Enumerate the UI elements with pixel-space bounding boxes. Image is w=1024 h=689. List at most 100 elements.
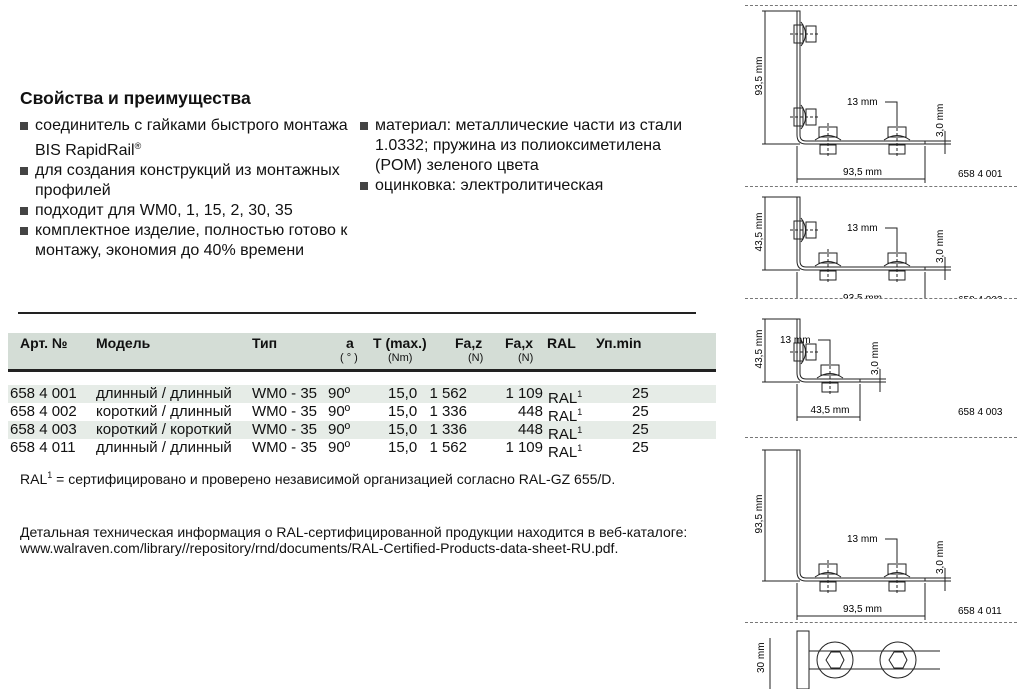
cell: 15,0	[388, 385, 418, 402]
angle-connector-drawing: 93,5 mm 93,5 mm 13 mm 3,0 mm 658 4 011	[754, 449, 1002, 620]
feature-item: материал: металлические части из стали 1…	[358, 116, 698, 176]
nut-top-view	[816, 641, 854, 679]
cell: 1 109	[505, 439, 543, 456]
divider	[18, 312, 696, 314]
footnote-mark: 1	[47, 470, 53, 480]
col-torque: T (max.)	[373, 335, 427, 351]
table-header: Арт. № Модель Тип a T (max.) Fa,z Fa,x R…	[8, 333, 716, 372]
cell: RAL1	[548, 425, 583, 443]
footnote-text: RAL1 = сертифицировано и проверено незав…	[20, 470, 616, 487]
col-model: Модель	[96, 335, 151, 351]
col-pack: Уп.min	[596, 335, 642, 351]
feature-item: оцинковка: электролитическая	[358, 176, 698, 196]
unit-fax: (N)	[518, 352, 534, 364]
cell: WM0 - 35	[252, 385, 318, 402]
bracket-outline	[796, 449, 926, 582]
article-number: 658 4 011	[958, 606, 1002, 617]
cell: 25	[632, 403, 649, 420]
cell: RAL1	[548, 407, 583, 425]
cell: 1 562	[429, 385, 467, 402]
cell: WM0 - 35	[252, 421, 318, 438]
separator	[745, 437, 1017, 438]
bolt-nut	[883, 123, 911, 157]
bolt-nut	[790, 21, 820, 47]
footnote-body: = сертифицировано и проверено независимо…	[52, 471, 616, 487]
cell: 90º	[328, 421, 351, 438]
feature-text: соединитель с гайками быстрого монтажа B…	[35, 117, 348, 159]
feature-text: для создания конструкций из монтажных пр…	[35, 162, 340, 199]
cell: 1 336	[429, 403, 467, 420]
cell: 658 4 001	[10, 385, 77, 402]
separator	[745, 186, 1017, 187]
cell: 15,0	[388, 403, 418, 420]
cell: RAL1	[548, 443, 583, 461]
bolt-nut	[790, 104, 820, 130]
col-angle: a	[346, 335, 354, 351]
nut-top-view	[879, 641, 917, 679]
separator	[745, 298, 1017, 299]
table-row: 658 4 001 длинный / длинный WM0 - 35 90º 15,…	[8, 385, 716, 407]
col-ral: RAL	[547, 335, 576, 351]
width-label: 93,5 mm	[843, 293, 882, 298]
height-label: 43,5 mm	[754, 330, 765, 369]
col-fax: Fa,x	[505, 335, 534, 351]
cell: 25	[632, 439, 649, 456]
features-right: материал: металлические части из стали 1…	[358, 116, 698, 196]
cell: 658 4 003	[10, 421, 77, 438]
registered-mark: ®	[134, 141, 142, 151]
bolt-nut	[814, 123, 842, 157]
feature-text: материал: металлические части из стали 1…	[375, 117, 683, 174]
thickness-label: 3,0 mm	[935, 541, 946, 574]
cell: 25	[632, 385, 649, 402]
bolt-size-label: 13 mm	[847, 223, 878, 234]
table-row: 658 4 002 короткий / длинный WM0 - 35 90º 15…	[8, 403, 716, 425]
cell: 90º	[328, 385, 351, 402]
cell: RAL1	[548, 389, 583, 407]
width-label: 93,5 mm	[843, 167, 882, 178]
bolt-nut	[816, 361, 844, 395]
bolt-nut	[790, 217, 820, 243]
width-label: 43,5 mm	[811, 405, 850, 416]
cell: короткий / длинный	[96, 403, 232, 420]
footnote-mark: 1	[577, 389, 583, 399]
feature-item: соединитель с гайками быстрого монтажа B…	[18, 116, 358, 161]
connector-top-view-drawing: 30 mm	[756, 630, 940, 689]
bolt-nut	[883, 560, 911, 594]
cell: длинный / длинный	[96, 439, 232, 456]
col-art: Арт. №	[20, 335, 68, 351]
bolt-size-label: 13 mm	[780, 335, 811, 346]
separator	[745, 622, 1017, 623]
footnote: RAL1 = сертифицировано и проверено незав…	[20, 467, 700, 488]
article-number: 658 4 002	[958, 295, 1003, 298]
table-row: 658 4 003 короткий / короткий WM0 - 35 90º 1…	[8, 421, 716, 443]
feature-text: подходит для WM0, 1, 15, 2, 30, 35	[35, 202, 293, 219]
width-label: 93,5 mm	[843, 604, 882, 615]
footnote-ral: RAL	[20, 471, 48, 487]
bolt-size-label: 13 mm	[847, 534, 878, 545]
bolt-nut	[883, 249, 911, 283]
info-text: Детальная техническая информация о RAL-с…	[20, 524, 688, 556]
height-label: 30 mm	[756, 642, 767, 673]
section-title: Свойства и преимущества	[20, 88, 251, 108]
cell: короткий / короткий	[96, 421, 232, 438]
unit-torque: (Nm)	[388, 352, 413, 364]
cell: 658 4 002	[10, 403, 77, 420]
feature-text: комплектное изделие, полностью готово к …	[35, 222, 348, 259]
cell: 15,0	[388, 439, 418, 456]
height-label: 93,5 mm	[754, 495, 765, 534]
thickness-label: 3,0 mm	[935, 230, 946, 263]
bolt-nut	[814, 560, 842, 594]
cell: 1 336	[429, 421, 467, 438]
cell: WM0 - 35	[252, 403, 318, 420]
footnote-mark: 1	[577, 407, 583, 417]
bolt-size-label: 13 mm	[847, 97, 878, 108]
cell: 658 4 011	[10, 439, 76, 456]
feature-item: для создания конструкций из монтажных пр…	[18, 161, 358, 201]
cell: WM0 - 35	[252, 439, 318, 456]
cell: 90º	[328, 439, 351, 456]
cell: 1 109	[505, 385, 543, 402]
cell: 448	[517, 421, 543, 438]
angle-connector-drawing: 43,5 mm 93,5 mm 13 mm 3,0 mm 658 4 002	[754, 196, 1003, 298]
footnote-mark: 1	[577, 425, 583, 435]
col-faz: Fa,z	[455, 335, 483, 351]
